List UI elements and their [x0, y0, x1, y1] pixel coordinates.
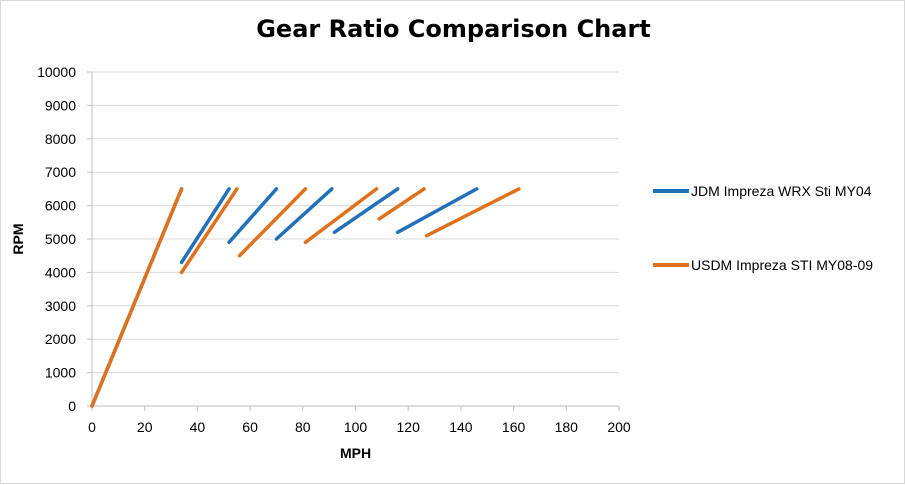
- series-1-segment-1: [90, 187, 184, 408]
- series-1-segment-2: [179, 187, 239, 275]
- x-tick-label: 140: [449, 419, 473, 435]
- series-0-segment-6: [395, 187, 479, 235]
- series-0-segment-2: [179, 187, 231, 265]
- y-tick-label: 10000: [37, 64, 76, 80]
- legend-item-usdm: USDM Impreza STI MY08-09: [653, 255, 903, 275]
- y-tick-label: 2000: [45, 331, 76, 347]
- x-axis-title: MPH: [340, 445, 371, 461]
- y-axis-title: RPM: [10, 223, 26, 254]
- x-tick-label: 20: [137, 419, 153, 435]
- y-tick-label: 8000: [45, 131, 76, 147]
- legend-swatch-jdm: [653, 189, 689, 193]
- x-tick-label: 180: [555, 419, 579, 435]
- x-tick-label: 160: [502, 419, 526, 435]
- y-tick-label: 4000: [45, 264, 76, 280]
- legend-label-jdm: JDM Impreza WRX Sti MY04: [691, 183, 872, 199]
- x-tick-label: 100: [344, 419, 368, 435]
- y-tick-label: 5000: [45, 231, 76, 247]
- y-tick-label: 0: [68, 398, 76, 414]
- y-tick-label: 1000: [45, 365, 76, 381]
- series-0-segment-3: [227, 187, 279, 245]
- series-1-segment-4: [303, 187, 379, 245]
- series-0-segment-4: [274, 187, 334, 241]
- series-1-segment-3: [237, 187, 308, 258]
- chart-title: Gear Ratio Comparison Chart: [256, 15, 651, 43]
- legend-swatch-usdm: [653, 263, 689, 267]
- x-tick-label: 40: [190, 419, 206, 435]
- series-1-segment-6: [424, 187, 521, 238]
- x-tick-label: 120: [397, 419, 421, 435]
- x-tick-label: 0: [88, 419, 96, 435]
- legend: JDM Impreza WRX Sti MY04 USDM Impreza ST…: [653, 181, 903, 329]
- x-tick-label: 60: [242, 419, 258, 435]
- y-tick-label: 6000: [45, 198, 76, 214]
- y-tick-label: 7000: [45, 164, 76, 180]
- legend-item-jdm: JDM Impreza WRX Sti MY04: [653, 181, 903, 201]
- series-0-segment-5: [332, 187, 400, 235]
- series-1-segment-5: [377, 187, 426, 221]
- y-tick-label: 3000: [45, 298, 76, 314]
- y-tick-label: 9000: [45, 97, 76, 113]
- x-tick-label: 200: [607, 419, 631, 435]
- x-tick-label: 80: [295, 419, 311, 435]
- legend-label-usdm: USDM Impreza STI MY08-09: [691, 257, 874, 273]
